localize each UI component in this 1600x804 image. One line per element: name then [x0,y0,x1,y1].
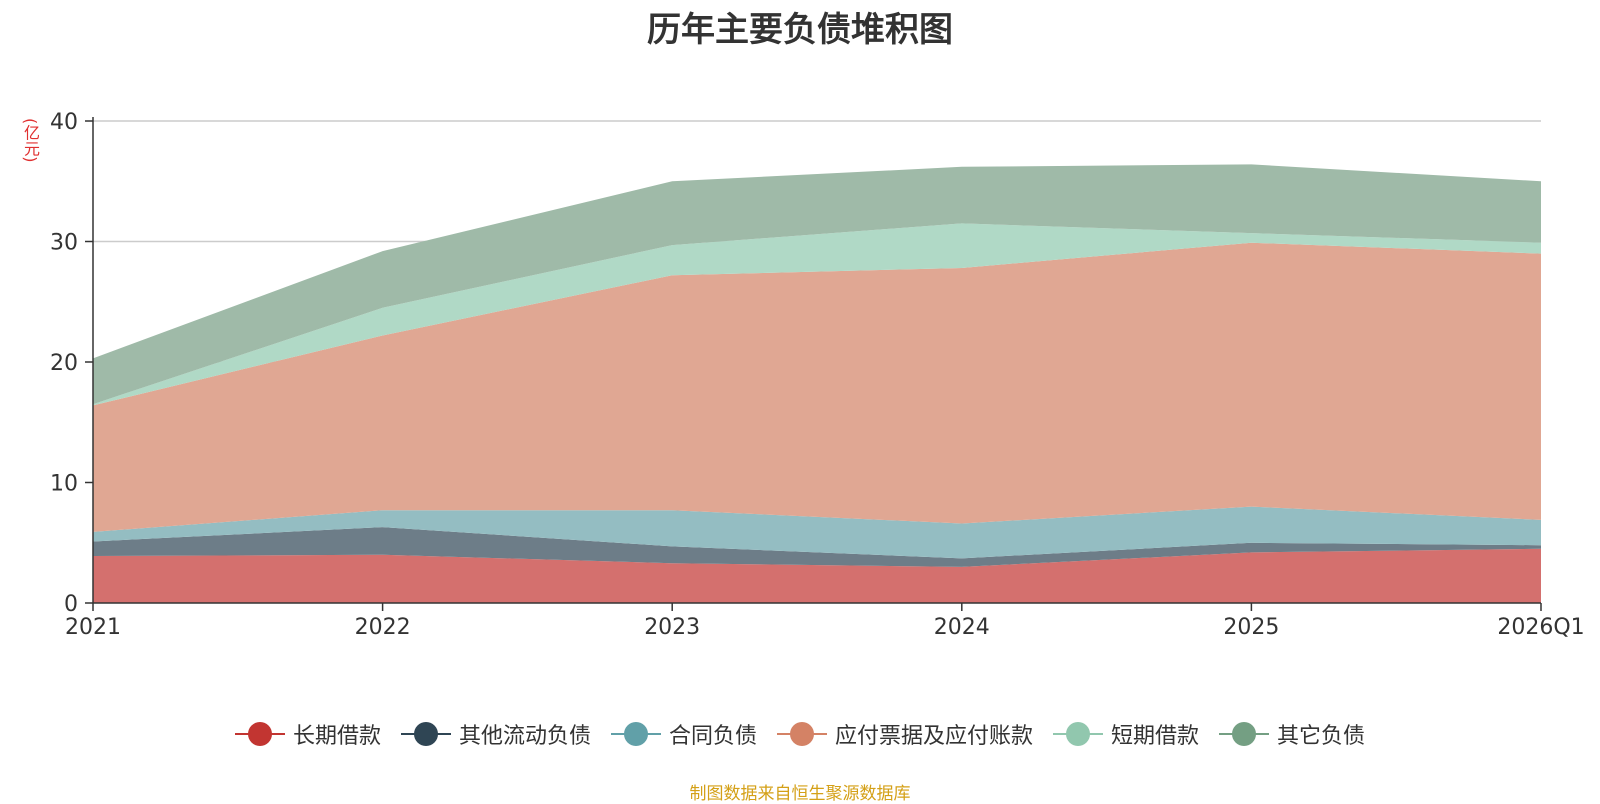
legend-label: 应付票据及应付账款 [835,724,1034,749]
legend-item-5[interactable]: 其它负债 [1219,718,1365,750]
area-series-4[interactable] [93,223,1541,406]
source-note: 制图数据来自恒生聚源数据库 [689,784,911,804]
tick-labels: 0 10 20 30 40 2021 2022 2023 2024 2025 2026Q1 [50,110,1585,640]
legend-item-2[interactable]: 合同负债 [610,718,757,750]
legend-item-1[interactable]: 其他流动负债 [400,718,591,750]
x-tick-label-2025: 2025 [1223,615,1279,640]
legend-item-4[interactable]: 短期借款 [1053,718,1199,750]
x-tick-label-2023: 2023 [644,615,700,640]
legend-marker-icon [777,721,827,747]
legend: 长期借款 其他流动负债 合同负债 应付票据及应付账款 短期借款 其它负债 [0,718,1600,750]
x-tick-label-2024: 2024 [934,615,990,640]
area-series-0[interactable] [93,548,1541,603]
legend-label: 合同负债 [668,724,757,749]
legend-marker-icon [610,721,661,747]
legend-dot [1066,722,1091,746]
axes [85,117,1542,611]
x-tick-label-2021: 2021 [65,615,121,640]
legend-item-0[interactable]: 长期借款 [234,718,381,750]
legend-dot [623,722,648,746]
area-series [93,164,1541,603]
y-axis-label: (亿元) [21,118,40,163]
legend-marker-icon [1219,721,1270,747]
y-tick-label-30: 30 [50,231,78,256]
x-tick-label-2022: 2022 [355,615,411,640]
legend-dot [790,722,814,746]
legend-marker-icon [400,721,451,747]
x-tick-label-2026Q1: 2026Q1 [1497,615,1584,640]
area-series-3[interactable] [93,242,1541,532]
legend-label: 其他流动负债 [458,724,591,749]
legend-label: 长期借款 [292,724,381,749]
legend-dot [413,722,438,746]
legend-label: 短期借款 [1111,724,1200,749]
legend-marker-icon [1053,721,1104,747]
area-series-5[interactable] [93,164,1541,405]
y-tick-label-0: 0 [64,592,78,617]
legend-dot [1232,722,1257,746]
chart-title: 历年主要负债堆积图 [647,10,953,50]
area-series-1[interactable] [93,527,1541,567]
y-tick-label-40: 40 [50,110,78,135]
area-series-2[interactable] [93,506,1541,559]
legend-marker-icon [234,721,285,747]
y-tick-label-10: 10 [50,472,78,497]
y-tick-label-20: 20 [50,351,78,376]
legend-item-3[interactable]: 应付票据及应付账款 [777,718,1033,750]
legend-dot [247,722,272,746]
legend-label: 其它负债 [1277,724,1366,749]
